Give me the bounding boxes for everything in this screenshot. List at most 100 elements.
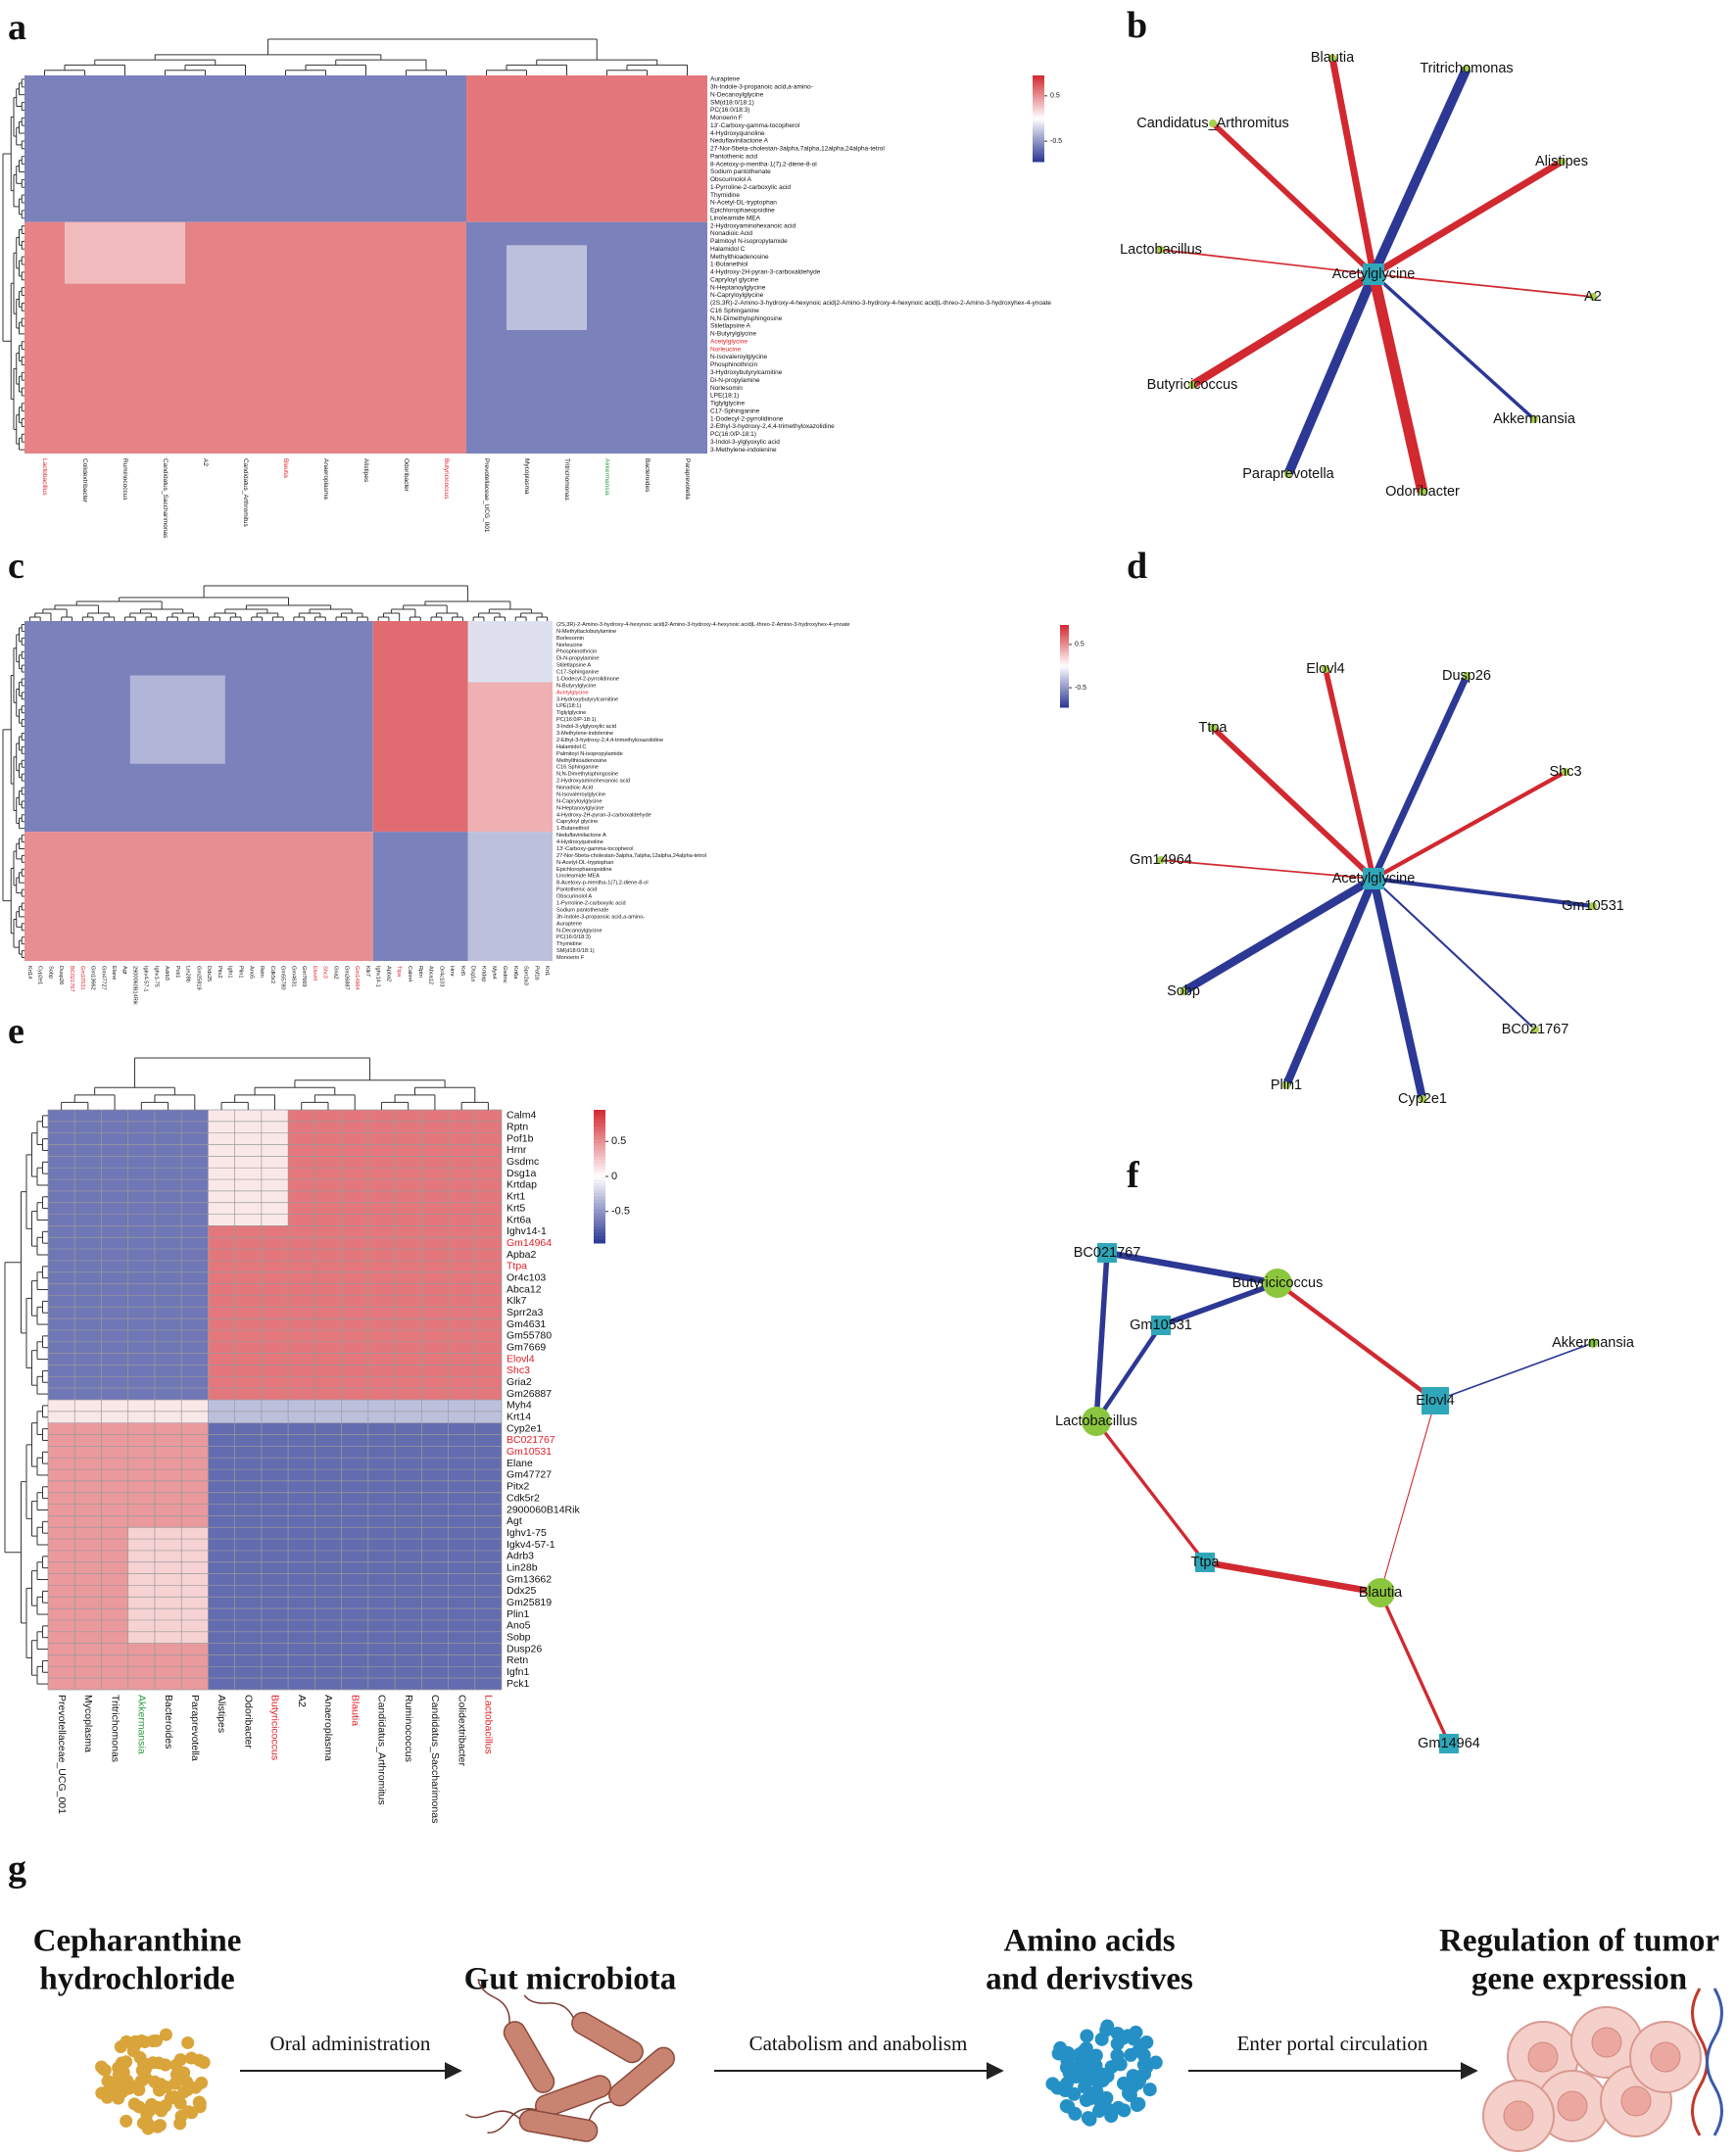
row-label: Shc3 (506, 1365, 530, 1376)
node (1422, 1387, 1449, 1414)
row-label: 4-Hydroxyquinoline (556, 839, 603, 845)
node-label: Dusp26 (1442, 668, 1491, 684)
column-label: Ddx25 (206, 966, 212, 982)
row-label: C17-Sphinganine (556, 670, 599, 676)
edge (1093, 1252, 1110, 1422)
row-label: SM(d18:0/18:1) (556, 948, 595, 954)
row-label: Myh4 (506, 1400, 532, 1412)
row-label: Neduflavinilactone A (556, 833, 606, 838)
edge (1369, 66, 1471, 277)
column-label: Gm47727 (100, 966, 106, 990)
row-label: 27-Nor-5beta-cholestan-3alpha,7alpha,12a… (556, 853, 706, 859)
colorbar (1060, 641, 1069, 645)
colorbar (1060, 704, 1069, 708)
row-label: Gm55780 (506, 1330, 552, 1342)
colorbar (594, 1120, 605, 1125)
step-title: gene expression (1471, 1962, 1687, 1997)
icon-dot (1122, 2085, 1136, 2100)
row-label: Krt1 (506, 1191, 525, 1203)
icon-nucleus (1620, 2085, 1652, 2117)
edge (1181, 875, 1376, 995)
heatmap-cell (467, 621, 553, 683)
row-label: Methylthioadenosine (710, 254, 769, 261)
colorbar-tick-label: -0.5 (1075, 685, 1086, 692)
row-label: Cdk5r2 (506, 1492, 540, 1504)
row-label: Gm4631 (506, 1318, 546, 1330)
colorbar (1060, 691, 1069, 694)
colorbar (1060, 696, 1069, 700)
column-label: Or4c103 (438, 966, 444, 986)
icon-dot (1083, 2112, 1097, 2127)
icon-dot (114, 2040, 127, 2054)
row-label: 4-Hydroxy-2H-pyran-3-carboxaldehyde (710, 269, 821, 276)
colorbar (594, 1239, 605, 1244)
row-label: Gm47727 (506, 1469, 552, 1481)
column-label: Alistipes (216, 1695, 227, 1733)
column-label: Cdk5r2 (269, 966, 275, 983)
node-label: Sobp (1167, 983, 1200, 999)
column-label: Odoribacter (403, 458, 410, 493)
column-label: Anaeroplasma (322, 1695, 334, 1761)
row-label: Igfn1 (506, 1666, 530, 1678)
row-label: 3-Methylene-indolenine (556, 731, 613, 737)
column-label: Apba2 (385, 966, 391, 982)
edge (1094, 1419, 1207, 1564)
edge (1282, 877, 1377, 1087)
row-label: Monoerin F (710, 115, 743, 121)
node (1157, 246, 1165, 254)
icon-dot (1124, 2047, 1138, 2062)
colorbar (1033, 140, 1044, 143)
row-label: Pck1 (506, 1678, 530, 1690)
row-label: LPE(18:1) (556, 703, 581, 709)
row-label: N-Decanoylglycine (710, 91, 764, 98)
icon-dot (1139, 2035, 1154, 2049)
colorbar (594, 1139, 605, 1144)
icon-flagellum (477, 1979, 510, 2024)
row-label: C16 Sphinganine (556, 765, 599, 771)
row-label: Di-N-propylamine (556, 656, 600, 662)
icon-dot (1142, 2083, 1157, 2097)
column-label: Plin1 (238, 966, 244, 978)
colorbar (594, 1136, 605, 1141)
node-label: Tritrichomonas (1420, 61, 1513, 76)
node-label: Gm14964 (1418, 1736, 1480, 1751)
edge (1372, 770, 1567, 881)
row-label: Pantothenic acid (710, 153, 757, 160)
colorbar (594, 1189, 605, 1194)
icon-dot (173, 2096, 187, 2110)
colorbar (594, 1166, 605, 1171)
colorbar (1033, 101, 1044, 105)
column-label: Blautia (349, 1695, 361, 1726)
step-title: Gut microbiota (464, 1962, 677, 1997)
row-label: Calm4 (506, 1110, 537, 1122)
colorbar (1033, 135, 1044, 139)
colorbar (1060, 651, 1069, 654)
edge (1160, 249, 1374, 275)
row-label: 2-Hydroxyaminohexanoic acid (710, 222, 796, 229)
row-label: 1-Pyrroline-2-carboxylic acid (556, 900, 626, 906)
icon-nucleus (1591, 2027, 1622, 2058)
colorbar (1060, 653, 1069, 656)
row-label: N-Butyrylglycine (556, 683, 596, 689)
node-label: A2 (1584, 289, 1602, 305)
icon-dot (1051, 2046, 1066, 2061)
colorbar (594, 1229, 605, 1234)
node-label: Ttpa (1190, 1555, 1220, 1570)
colorbar (594, 1182, 605, 1187)
node (1588, 1338, 1598, 1348)
node (1180, 987, 1187, 995)
row-label: Norleucine (556, 643, 583, 648)
row-label: Stiletlapsine A (556, 663, 591, 669)
column-label: Gsdmc (502, 966, 507, 983)
row-label: Linoleamide MEA (710, 215, 761, 221)
column-label: Igfn1 (227, 966, 233, 978)
row-label: Apba2 (506, 1249, 537, 1261)
column-label: Sprr2a3 (523, 966, 529, 985)
row-label: N-Butyrylglycine (710, 331, 756, 338)
column-label: Igkv4-57-1 (142, 966, 148, 991)
step-title: hydrochloride (39, 1962, 234, 1997)
colorbar (1060, 647, 1069, 650)
colorbar (594, 1210, 605, 1214)
icon-dot (1083, 2091, 1097, 2106)
